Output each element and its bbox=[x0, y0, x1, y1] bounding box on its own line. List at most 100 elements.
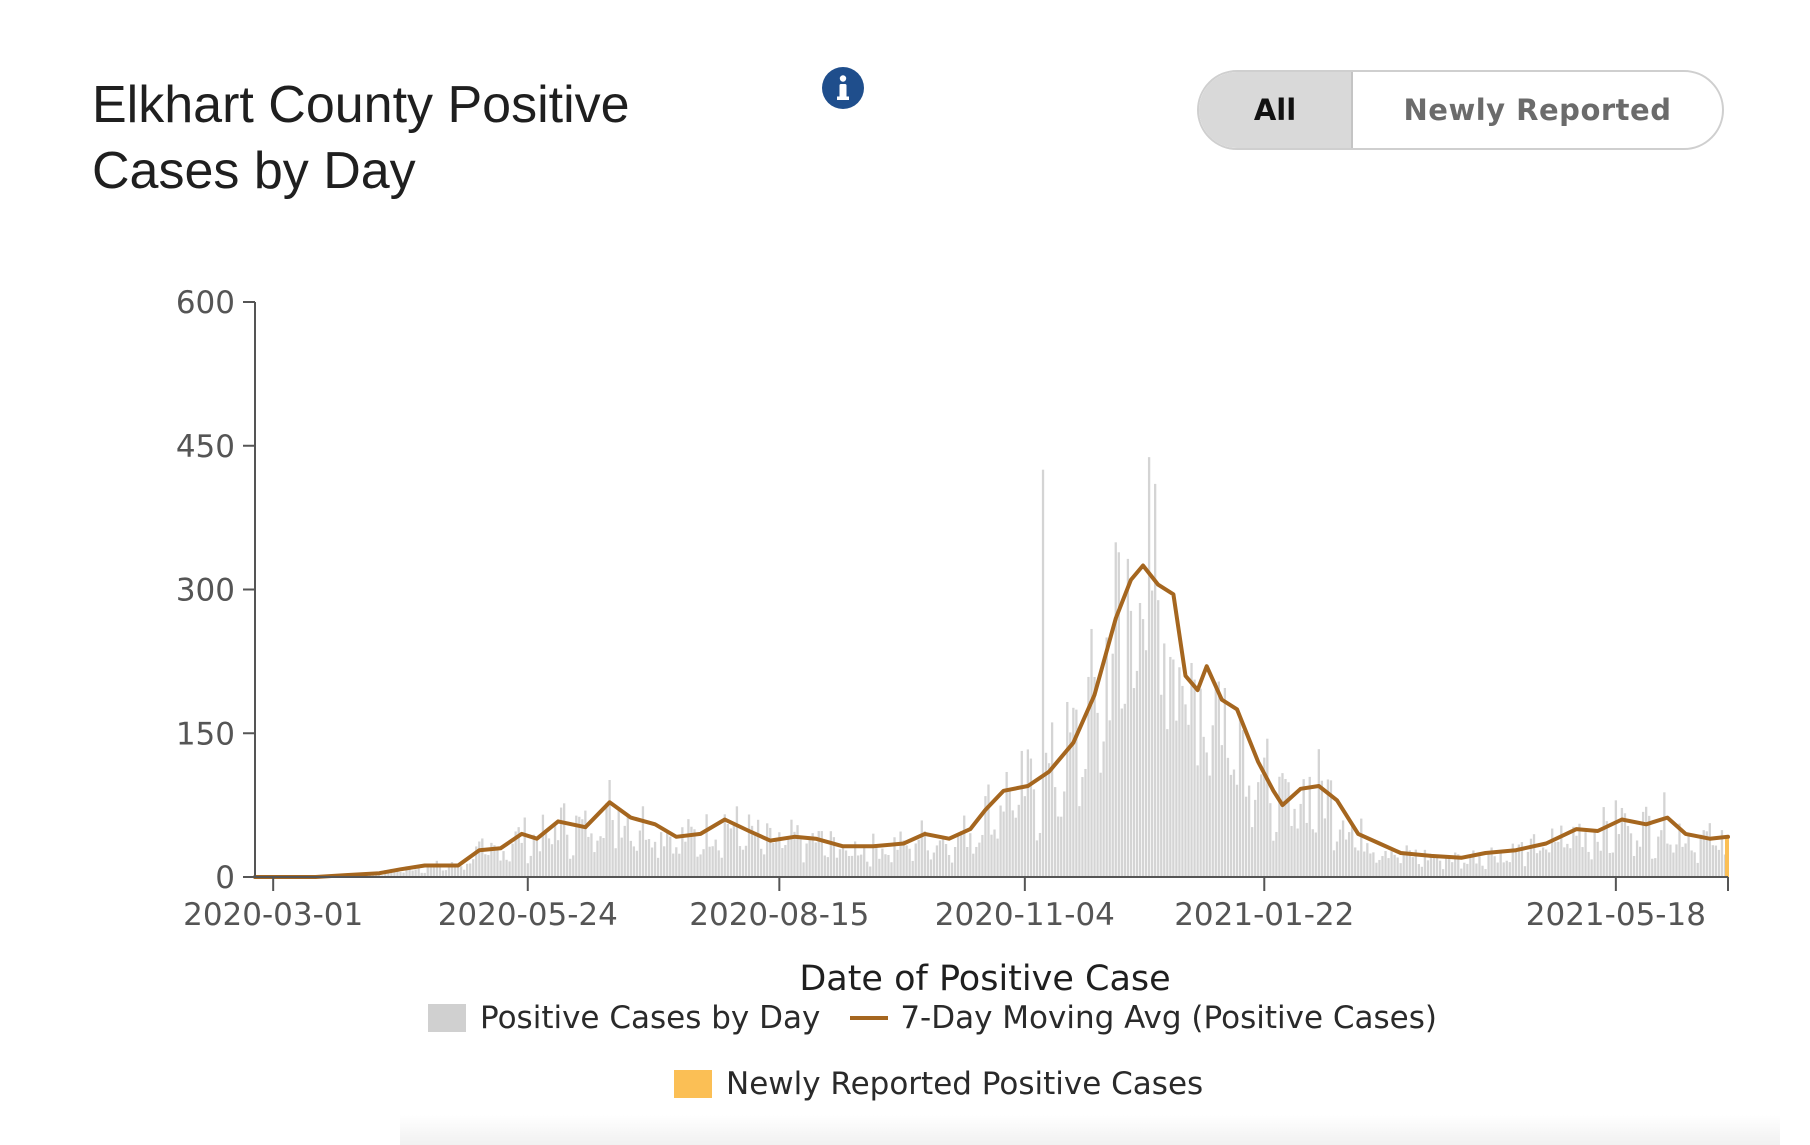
daily-bar bbox=[1078, 806, 1081, 877]
daily-bar bbox=[1523, 866, 1527, 877]
daily-bar bbox=[1599, 850, 1602, 877]
daily-bar bbox=[790, 819, 793, 877]
daily-bar bbox=[1478, 856, 1481, 877]
x-tick-label: 2020-08-15 bbox=[689, 897, 869, 933]
daily-bar bbox=[678, 853, 681, 877]
daily-bar bbox=[472, 859, 475, 877]
daily-bar bbox=[1626, 825, 1630, 877]
daily-bar bbox=[1235, 784, 1239, 877]
x-tick-label: 2021-05-18 bbox=[1526, 897, 1706, 933]
daily-bar bbox=[650, 847, 654, 877]
daily-bar bbox=[1702, 830, 1705, 877]
daily-bar bbox=[902, 840, 905, 877]
daily-bar bbox=[860, 854, 863, 877]
daily-bar bbox=[1202, 736, 1205, 877]
daily-bar bbox=[1605, 821, 1608, 877]
daily-bar bbox=[872, 833, 875, 877]
daily-bar bbox=[775, 839, 778, 877]
daily-bar bbox=[866, 861, 869, 877]
view-toggle: All Newly Reported bbox=[1197, 70, 1724, 150]
daily-bar bbox=[1311, 829, 1314, 877]
info-icon-stem bbox=[839, 84, 847, 100]
daily-bar bbox=[696, 856, 699, 877]
daily-bar bbox=[1144, 650, 1148, 877]
daily-bar bbox=[1211, 725, 1214, 877]
daily-bar bbox=[1487, 853, 1490, 877]
daily-bar bbox=[1351, 824, 1354, 877]
daily-bar bbox=[1193, 679, 1196, 877]
daily-bar bbox=[1135, 670, 1139, 877]
daily-bar bbox=[856, 855, 860, 877]
daily-bar bbox=[493, 845, 496, 877]
daily-bar bbox=[1387, 858, 1390, 877]
daily-bar bbox=[1014, 817, 1017, 877]
daily-bar bbox=[863, 845, 866, 877]
daily-bar bbox=[1172, 659, 1175, 877]
info-icon[interactable] bbox=[821, 66, 865, 110]
daily-bar bbox=[920, 820, 923, 877]
daily-bar bbox=[1657, 836, 1660, 877]
daily-bar bbox=[1645, 806, 1648, 877]
daily-bar bbox=[590, 833, 593, 877]
daily-bar bbox=[947, 854, 951, 877]
daily-bar bbox=[917, 839, 920, 877]
daily-bar bbox=[453, 866, 457, 877]
daily-bar bbox=[1708, 823, 1711, 877]
daily-bar bbox=[1414, 849, 1417, 877]
daily-bar bbox=[984, 796, 987, 877]
daily-bar bbox=[405, 866, 408, 877]
daily-bar bbox=[663, 846, 666, 877]
daily-bar bbox=[793, 831, 796, 877]
daily-bar bbox=[996, 838, 999, 877]
daily-bar bbox=[1320, 780, 1324, 877]
daily-bar bbox=[1184, 704, 1187, 877]
daily-bar bbox=[1369, 853, 1372, 877]
daily-bar bbox=[614, 848, 617, 877]
daily-bar bbox=[450, 862, 454, 877]
daily-bar bbox=[914, 843, 917, 877]
daily-bar bbox=[838, 849, 842, 877]
daily-bar bbox=[681, 827, 684, 877]
daily-bar bbox=[1602, 807, 1605, 877]
daily-bar bbox=[1617, 834, 1621, 877]
daily-bar bbox=[1251, 827, 1254, 877]
daily-bar bbox=[1305, 822, 1308, 877]
daily-bar bbox=[1472, 850, 1475, 877]
daily-bar bbox=[763, 854, 766, 877]
daily-bar bbox=[1408, 850, 1411, 877]
daily-bar bbox=[1308, 776, 1311, 877]
daily-bar bbox=[508, 861, 511, 877]
daily-bar bbox=[444, 870, 448, 877]
daily-bar bbox=[1108, 720, 1111, 877]
daily-bar bbox=[529, 855, 532, 877]
daily-bar bbox=[1002, 811, 1005, 877]
daily-bar bbox=[387, 872, 390, 877]
daily-bar bbox=[1344, 839, 1348, 877]
toggle-newly-reported-button[interactable]: Newly Reported bbox=[1403, 93, 1672, 127]
daily-bar bbox=[469, 863, 472, 877]
daily-bar bbox=[656, 857, 660, 877]
daily-bar bbox=[1438, 860, 1442, 877]
daily-bar bbox=[844, 850, 848, 877]
toggle-all-button[interactable]: All bbox=[1199, 72, 1353, 148]
daily-bar bbox=[1541, 847, 1545, 877]
daily-bar bbox=[1072, 707, 1075, 877]
daily-bar bbox=[1484, 869, 1487, 877]
daily-bar bbox=[1272, 840, 1275, 877]
daily-bar bbox=[699, 854, 702, 877]
bars-layer bbox=[320, 457, 1729, 877]
daily-bar bbox=[1087, 676, 1090, 877]
daily-bar bbox=[781, 848, 784, 877]
y-tick-label: 300 bbox=[176, 573, 235, 609]
daily-bar bbox=[1020, 750, 1023, 877]
daily-bar bbox=[1066, 701, 1069, 877]
daily-bar bbox=[587, 836, 590, 877]
daily-bar bbox=[702, 849, 705, 877]
daily-bar bbox=[808, 836, 811, 877]
daily-bar bbox=[1366, 843, 1369, 877]
daily-bar bbox=[620, 837, 623, 877]
daily-bar bbox=[1684, 843, 1687, 877]
daily-bar bbox=[462, 869, 466, 877]
daily-bar bbox=[826, 857, 829, 877]
